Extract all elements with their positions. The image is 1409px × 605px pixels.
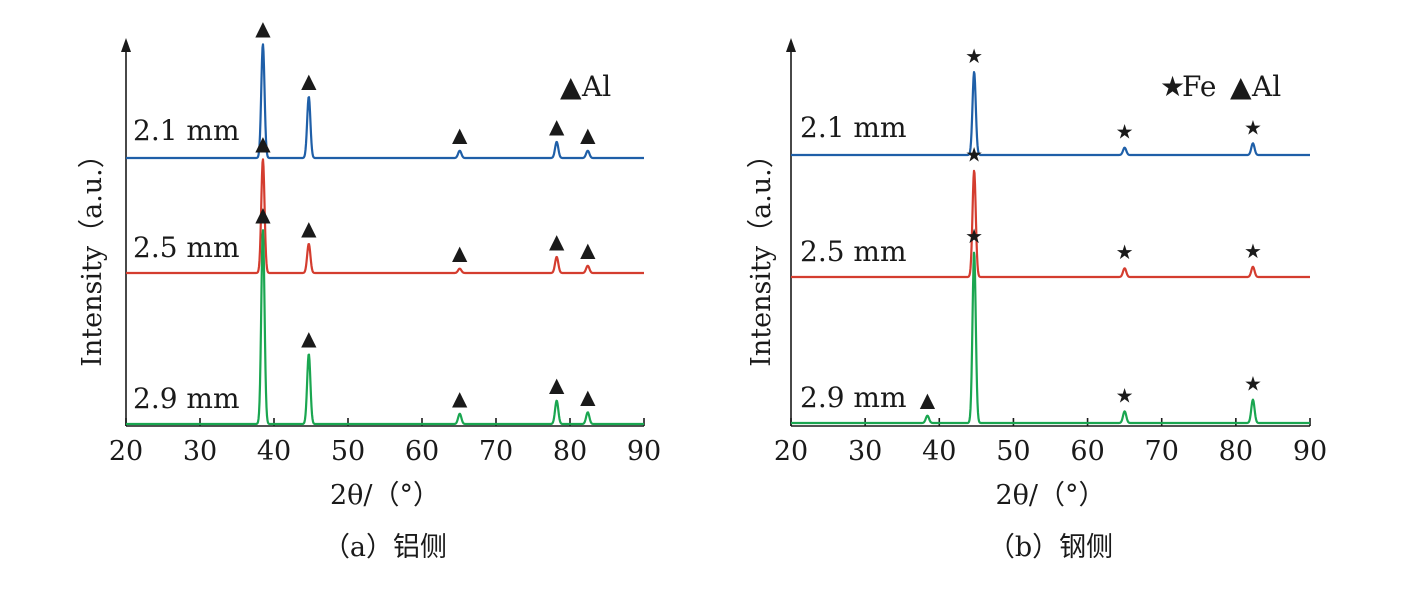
x-tick-label: 50 — [331, 436, 365, 467]
x-tick-label: 80 — [553, 436, 587, 467]
peak-marker: ▲ — [452, 386, 468, 410]
peak-marker: ▲ — [580, 384, 596, 408]
x-axis-label: 2θ/（°） — [330, 480, 440, 511]
legend-symbol: ▲ — [1230, 70, 1252, 103]
legend-label: Fe — [1182, 70, 1216, 103]
x-axis-label: 2θ/（°） — [995, 480, 1105, 511]
peak-marker: ▲ — [301, 69, 317, 93]
series-line — [790, 251, 1311, 425]
peak-marker: ▲ — [301, 216, 317, 240]
peak-marker: ★ — [1244, 372, 1262, 396]
x-tick-label: 90 — [1293, 436, 1327, 467]
peak-marker: ★ — [1244, 115, 1262, 139]
x-tick-label: 30 — [848, 436, 882, 467]
x-tick-label: 40 — [922, 436, 956, 467]
peak-marker: ★ — [965, 44, 983, 68]
series-line — [125, 43, 645, 160]
peak-marker: ▲ — [549, 114, 565, 138]
legend-symbol: ▲ — [560, 70, 582, 103]
peak-marker: ★ — [1116, 240, 1134, 264]
peak-marker: ▲ — [549, 373, 565, 397]
legend-label: Al — [1251, 70, 1281, 103]
x-tick-label: 50 — [996, 436, 1030, 467]
peak-marker: ★ — [965, 142, 983, 166]
series-line — [125, 158, 645, 275]
peak-marker: ▲ — [580, 123, 596, 147]
x-tick-label: 60 — [405, 436, 439, 467]
peak-marker: ▲ — [255, 131, 271, 155]
y-axis-label: Intensity（a.u.） — [746, 141, 777, 367]
peak-marker: ▲ — [255, 16, 271, 40]
series-label: 2.1 mm — [800, 111, 907, 144]
x-tick-label: 20 — [774, 436, 808, 467]
peak-marker: ▲ — [301, 326, 317, 350]
peak-marker: ★ — [1116, 120, 1134, 144]
peak-marker: ★ — [965, 224, 983, 248]
x-tick-label: 80 — [1219, 436, 1253, 467]
series-line — [790, 169, 1311, 279]
series-label: 2.5 mm — [800, 235, 907, 268]
legend-symbol: ★ — [1160, 70, 1185, 103]
peak-marker: ★ — [1116, 383, 1134, 407]
y-axis-arrow — [121, 38, 131, 52]
peak-marker: ▲ — [452, 241, 468, 265]
panel-caption: （b）钢侧 — [988, 532, 1113, 563]
series-label: 2.9 mm — [800, 381, 907, 414]
series-label: 2.9 mm — [133, 382, 240, 415]
x-tick-label: 60 — [1070, 436, 1104, 467]
peak-marker: ▲ — [580, 238, 596, 262]
peak-marker: ▲ — [452, 123, 468, 147]
series-label: 2.1 mm — [133, 114, 240, 147]
series-line — [125, 229, 645, 426]
legend-label: Al — [581, 70, 611, 103]
x-tick-label: 30 — [183, 436, 217, 467]
series-line — [790, 71, 1311, 157]
panel-b: 20 30 40 50 60 70 80 90 2θ/（°） （b）钢侧 Intensity（a.u… — [746, 38, 1327, 563]
x-tick-label: 20 — [109, 436, 143, 467]
peak-marker: ▲ — [920, 388, 936, 412]
peak-marker: ▲ — [255, 202, 271, 226]
x-tick-label: 90 — [627, 436, 661, 467]
x-tick-label: 70 — [1145, 436, 1179, 467]
y-axis-label: Intensity（a.u.） — [77, 141, 108, 367]
peak-marker: ★ — [1244, 239, 1262, 263]
y-axis-arrow — [786, 38, 796, 52]
panel-a: 20 30 40 50 60 70 80 90 2θ/（°） （a）铝侧 Intensity（a.u… — [77, 16, 661, 563]
peak-marker: ▲ — [549, 229, 565, 253]
series-label: 2.5 mm — [133, 231, 240, 264]
x-tick-label: 40 — [257, 436, 291, 467]
x-tick-label: 70 — [479, 436, 513, 467]
panel-caption: （a）铝侧 — [323, 532, 447, 563]
